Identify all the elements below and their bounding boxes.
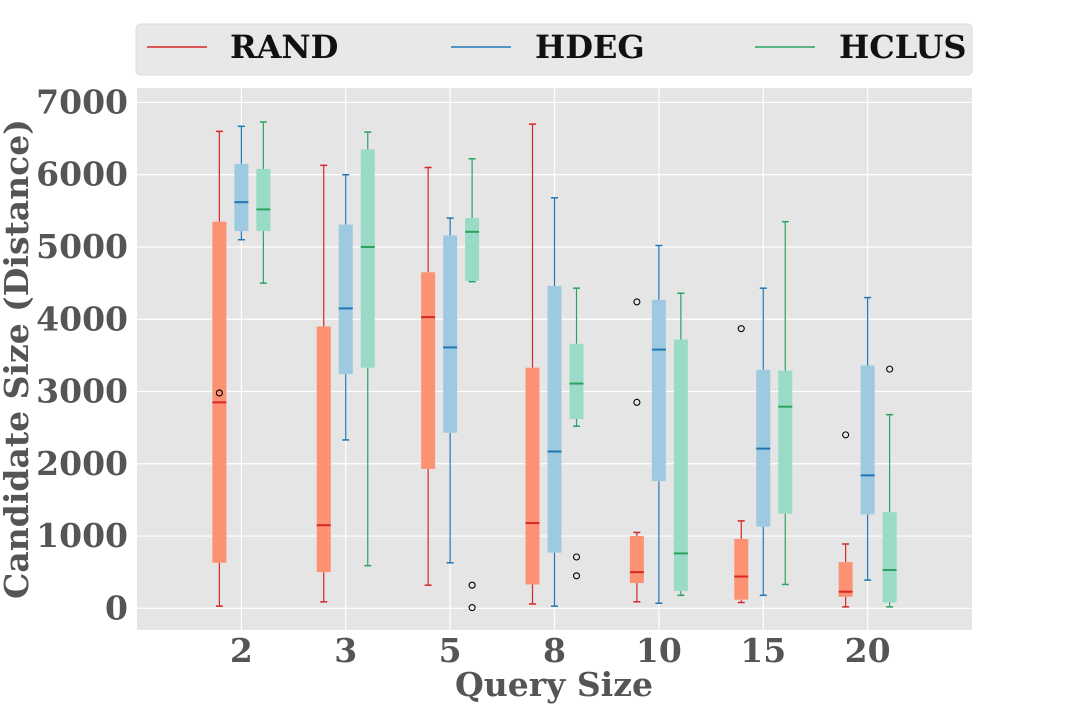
- y-tick-label: 7000: [36, 82, 128, 121]
- legend-label-hclus: HCLUS: [839, 28, 966, 66]
- hdeg-box: [860, 365, 875, 515]
- x-tick-label: 10: [636, 631, 682, 670]
- hclus-box: [882, 512, 897, 603]
- hclus-outlier: [572, 572, 581, 580]
- hclus-box: [360, 149, 375, 368]
- legend: RAND HDEG HCLUS: [135, 23, 973, 76]
- y-tick-label: 0: [105, 588, 128, 627]
- y-tick-label: 3000: [36, 372, 128, 411]
- legend-label-hdeg: HDEG: [535, 28, 645, 66]
- x-tick-label: 2: [230, 631, 253, 670]
- hdeg-box: [547, 286, 562, 553]
- rand-box: [838, 562, 853, 597]
- hclus-outlier: [468, 604, 476, 612]
- legend-box: [135, 23, 973, 76]
- hclus-outlier: [468, 581, 476, 589]
- rand-box: [421, 272, 436, 469]
- y-tick-label: 4000: [36, 299, 128, 338]
- hclus-outlier: [886, 365, 894, 373]
- hclus-box: [465, 218, 480, 281]
- rand-outlier: [633, 398, 641, 406]
- boxes: [212, 121, 897, 612]
- rand-box: [734, 538, 749, 600]
- rand-box: [212, 221, 227, 563]
- x-tick-label: 20: [845, 631, 891, 670]
- hclus-box: [569, 343, 584, 419]
- x-tick-label: 8: [543, 631, 566, 670]
- y-axis-ticks: 0 1000 2000 3000 4000 5000 6000 7000: [36, 82, 128, 627]
- hdeg-box: [651, 299, 666, 482]
- x-axis-label: Query Size: [455, 665, 653, 704]
- rand-outlier: [842, 431, 850, 439]
- y-tick-label: 1000: [36, 516, 128, 555]
- y-axis-label: Candidate Size (Distance): [0, 119, 36, 599]
- legend-label-rand: RAND: [230, 28, 338, 66]
- hclus-box: [778, 370, 793, 514]
- hclus-outlier: [572, 553, 581, 561]
- y-tick-label: 2000: [36, 444, 128, 483]
- x-tick-label: 15: [740, 631, 786, 670]
- y-tick-label: 5000: [36, 227, 128, 266]
- rand-outlier: [633, 298, 641, 306]
- hdeg-box: [443, 235, 458, 433]
- hdeg-box: [338, 224, 353, 375]
- y-tick-label: 6000: [36, 155, 128, 194]
- x-tick-label: 5: [439, 631, 462, 670]
- x-axis-ticks: 2 3 5 8 10 15 20: [230, 631, 891, 670]
- rand-box: [316, 326, 331, 573]
- rand-box: [525, 367, 540, 585]
- hclus-box: [256, 168, 271, 232]
- hclus-box: [673, 339, 688, 591]
- rand-outlier: [737, 325, 745, 333]
- rand-outlier: [215, 389, 223, 397]
- rand-box: [629, 536, 644, 584]
- x-tick-label: 3: [334, 631, 357, 670]
- hdeg-box: [234, 163, 249, 232]
